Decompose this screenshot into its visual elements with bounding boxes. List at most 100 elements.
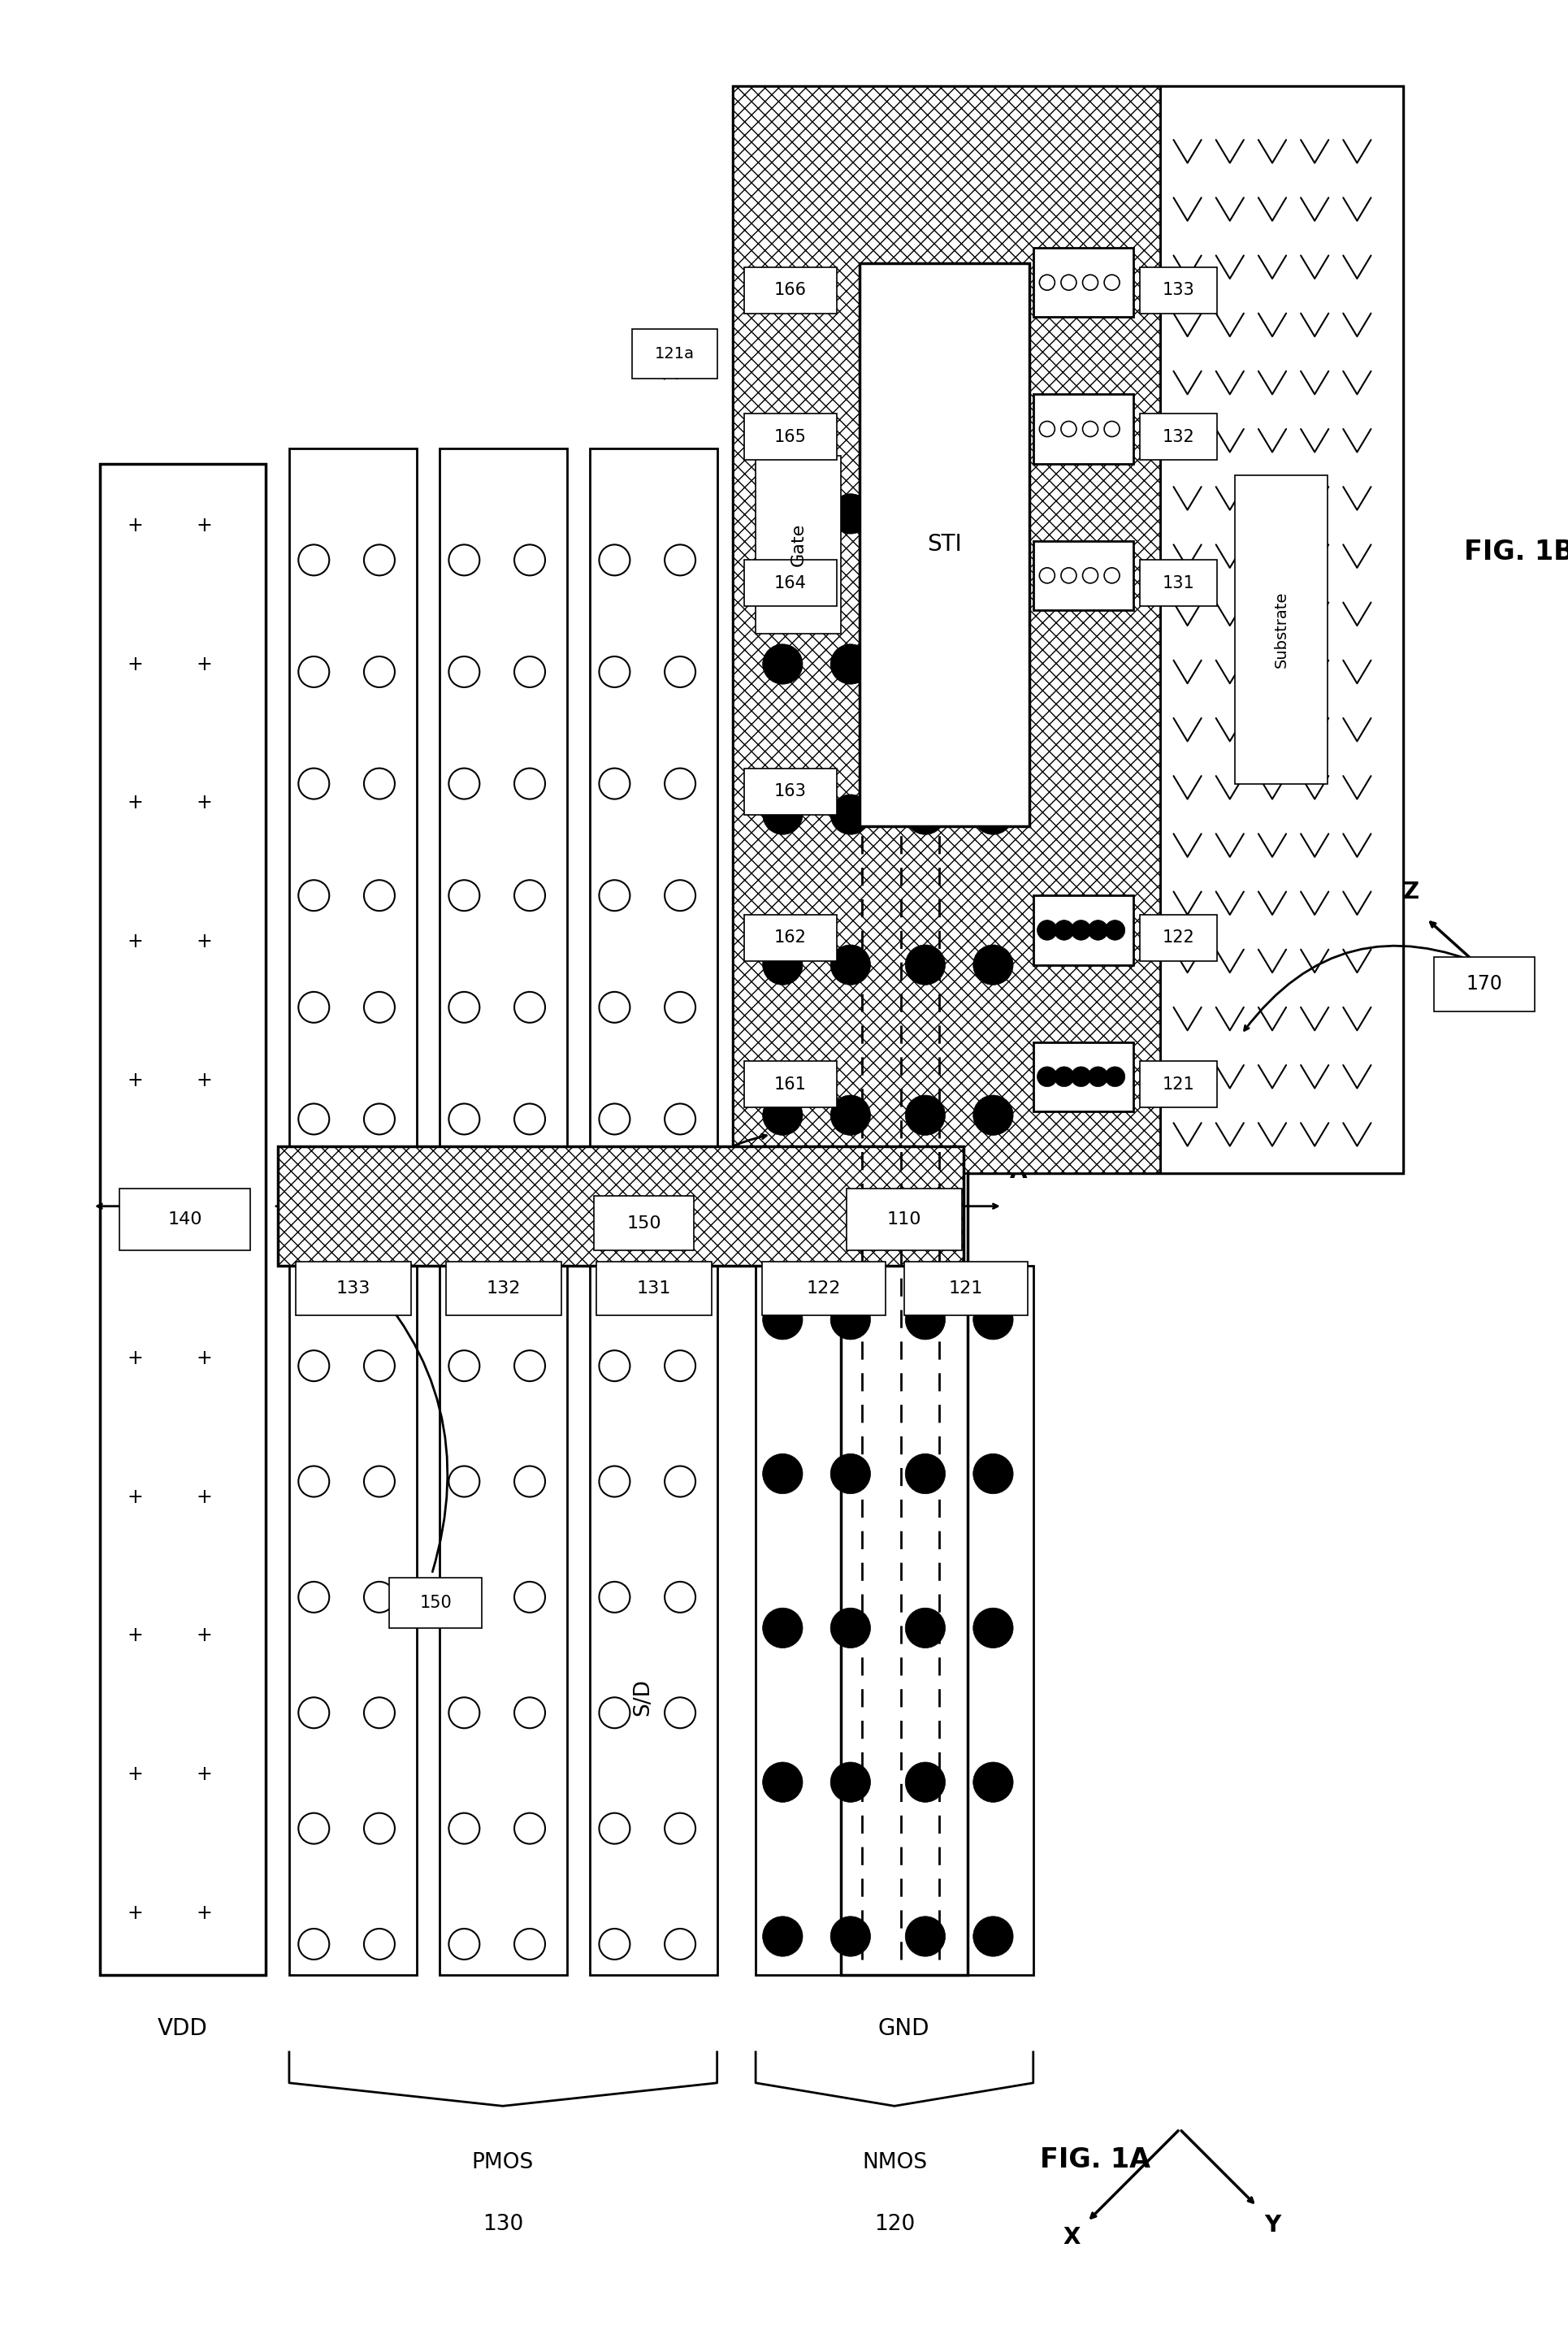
Text: FIG. 1A: FIG. 1A — [1040, 2146, 1151, 2174]
Text: VDD: VDD — [158, 2017, 209, 2041]
Circle shape — [514, 1928, 546, 1959]
Circle shape — [974, 1094, 1013, 1136]
Bar — [1435, 958, 1535, 1012]
Bar — [1140, 914, 1217, 961]
Circle shape — [974, 1453, 1013, 1495]
Circle shape — [974, 794, 1013, 834]
Circle shape — [762, 1300, 803, 1340]
Circle shape — [599, 1696, 630, 1729]
Circle shape — [974, 1300, 1013, 1340]
Text: 121: 121 — [949, 1282, 983, 1296]
Circle shape — [665, 1467, 696, 1497]
Text: +: + — [196, 794, 212, 813]
Text: +: + — [127, 933, 143, 951]
Circle shape — [448, 1813, 480, 1844]
Circle shape — [905, 1607, 946, 1647]
Circle shape — [1040, 422, 1055, 436]
Text: 132: 132 — [486, 1282, 521, 1296]
Text: D/S: D/S — [775, 291, 797, 328]
Circle shape — [1082, 274, 1098, 291]
Text: 161: 161 — [775, 1075, 806, 1092]
Circle shape — [599, 991, 630, 1022]
Text: S/D: S/D — [632, 1678, 654, 1715]
Circle shape — [905, 944, 946, 984]
Circle shape — [514, 1467, 546, 1497]
Text: FIG. 1B: FIG. 1B — [1465, 539, 1568, 565]
Circle shape — [514, 1350, 546, 1382]
Text: A': A' — [285, 1160, 309, 1183]
Circle shape — [1104, 422, 1120, 436]
Circle shape — [298, 1350, 329, 1382]
Circle shape — [599, 1582, 630, 1612]
Circle shape — [974, 1762, 1013, 1802]
Bar — [594, 1197, 695, 1251]
Circle shape — [298, 991, 329, 1022]
Bar — [1140, 267, 1217, 314]
Circle shape — [599, 656, 630, 686]
Bar — [745, 560, 837, 607]
Circle shape — [364, 656, 395, 686]
Circle shape — [1105, 921, 1124, 940]
Circle shape — [1062, 422, 1076, 436]
Bar — [1160, 87, 1403, 1174]
Circle shape — [364, 1582, 395, 1612]
Bar — [389, 1577, 481, 1628]
Bar — [1236, 476, 1328, 783]
Circle shape — [298, 1928, 329, 1959]
Circle shape — [448, 1582, 480, 1612]
Text: +: + — [127, 1071, 143, 1089]
Text: +: + — [127, 794, 143, 813]
Bar — [596, 1263, 712, 1317]
Text: 133: 133 — [1162, 281, 1195, 298]
Text: 163: 163 — [775, 783, 806, 799]
Bar — [289, 1265, 417, 1975]
Circle shape — [364, 1696, 395, 1729]
Text: +: + — [196, 933, 212, 951]
Circle shape — [298, 656, 329, 686]
Text: 122: 122 — [1162, 930, 1195, 947]
Bar — [295, 1263, 411, 1317]
Circle shape — [905, 1917, 946, 1956]
Text: 164: 164 — [775, 574, 806, 590]
Circle shape — [298, 1467, 329, 1497]
Circle shape — [298, 1104, 329, 1134]
Circle shape — [448, 656, 480, 686]
Circle shape — [665, 991, 696, 1022]
Bar — [898, 448, 1033, 1146]
Text: +: + — [127, 654, 143, 675]
Bar — [1140, 1061, 1217, 1108]
Circle shape — [448, 1350, 480, 1382]
Bar — [732, 87, 1403, 1174]
Text: +: + — [196, 1209, 212, 1230]
Bar — [439, 1265, 566, 1975]
Circle shape — [665, 769, 696, 799]
Bar — [590, 1265, 717, 1975]
Circle shape — [762, 1607, 803, 1647]
Circle shape — [1040, 274, 1055, 291]
Circle shape — [762, 644, 803, 684]
Circle shape — [364, 991, 395, 1022]
Bar — [745, 267, 837, 314]
Circle shape — [905, 494, 946, 534]
Text: 132: 132 — [1162, 429, 1195, 445]
Circle shape — [364, 1350, 395, 1382]
Circle shape — [448, 1696, 480, 1729]
Circle shape — [762, 794, 803, 834]
Bar — [278, 1146, 964, 1265]
Bar — [847, 1188, 961, 1251]
Circle shape — [448, 991, 480, 1022]
Text: +: + — [196, 1347, 212, 1368]
Circle shape — [665, 1104, 696, 1134]
Text: 170: 170 — [1466, 975, 1502, 993]
Text: +: + — [127, 515, 143, 534]
Text: X: X — [1063, 2226, 1080, 2249]
Text: 166: 166 — [775, 281, 806, 298]
Bar — [590, 448, 717, 1146]
Circle shape — [905, 1453, 946, 1495]
Text: 122: 122 — [806, 1282, 840, 1296]
Circle shape — [514, 1813, 546, 1844]
Circle shape — [448, 769, 480, 799]
Text: 140: 140 — [168, 1211, 202, 1228]
Circle shape — [831, 494, 870, 534]
Bar — [745, 769, 837, 815]
